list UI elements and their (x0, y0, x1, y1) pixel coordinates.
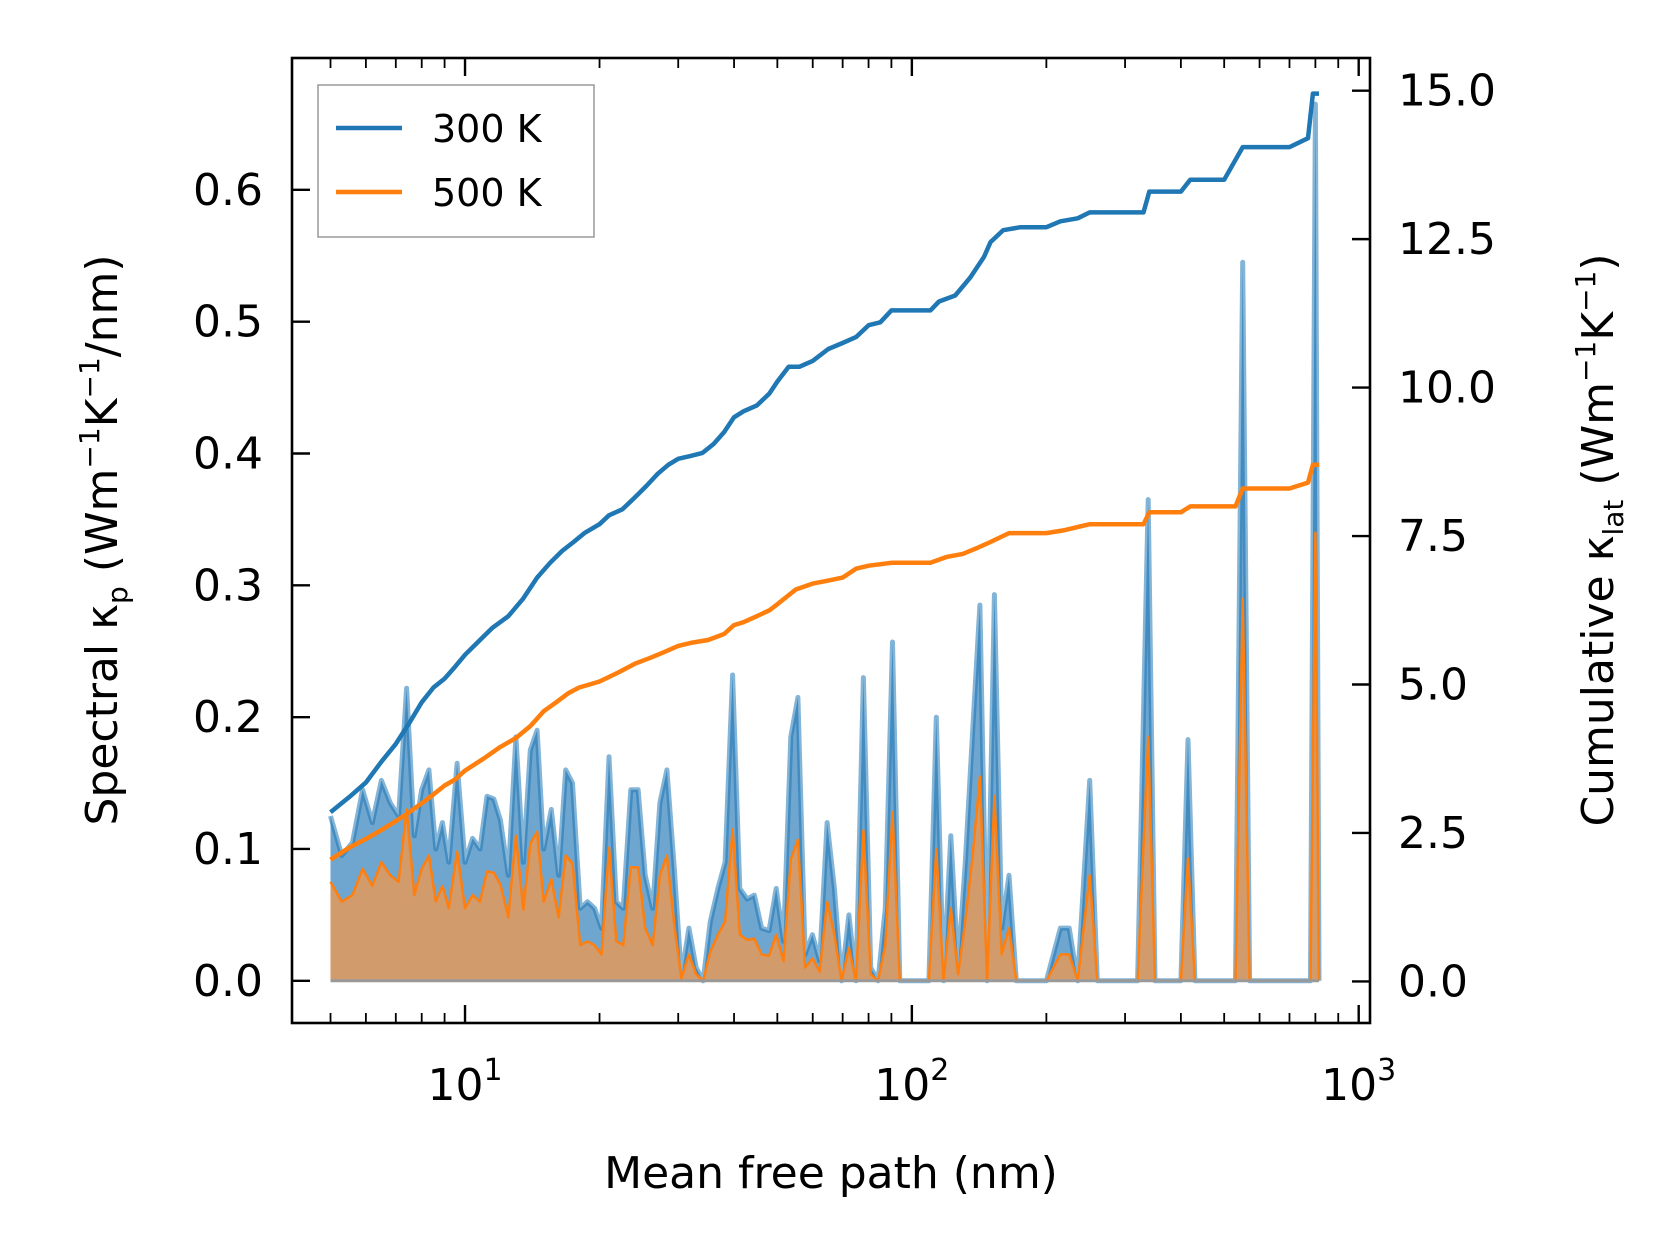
cumulative-line-300k (329, 91, 1319, 814)
legend-box (317, 84, 595, 238)
x-tick-label: 102 (874, 1053, 949, 1111)
cumulative-line-500k (329, 462, 1319, 862)
x-axis-title: Mean free path (nm) (604, 1148, 1058, 1199)
y-left-tick-label: 0.6 (193, 165, 263, 216)
spectral-area-500k (330, 532, 1319, 981)
plot-frame (290, 56, 1372, 1025)
y-right-tick-label: 7.5 (1398, 511, 1468, 562)
y-left-tick-label: 0.0 (193, 956, 263, 1007)
x-tick-label: 103 (1321, 1053, 1396, 1111)
y-left-tick-label: 0.4 (193, 428, 263, 479)
y-left-axis-title: Spectral κp (Wm−1K−1/nm) (73, 254, 134, 825)
x-tick-label: 101 (427, 1053, 502, 1111)
legend-label-500k: 500 K (432, 171, 543, 215)
y-right-axis-title: Cumulative κlat (Wm−1K−1) (1569, 253, 1630, 826)
y-right-tick-label: 2.5 (1398, 808, 1468, 859)
plot-area (328, 91, 1322, 984)
legend-label-300k: 300 K (432, 107, 543, 151)
y-left-tick-label: 0.2 (193, 692, 263, 743)
y-right-tick-label: 12.5 (1398, 214, 1496, 265)
y-right-tick-label: 0.0 (1398, 956, 1468, 1007)
legend: 300 K 500 K (317, 84, 595, 238)
y-left-tick-label: 0.5 (193, 297, 263, 348)
axes: 101 102 1030.00.10.20.30.40.50.60.02.55.07… (193, 58, 1496, 1111)
y-right-tick-label: 15.0 (1398, 66, 1496, 117)
y-right-tick-label: 10.0 (1398, 363, 1496, 414)
y-right-tick-label: 5.0 (1398, 660, 1468, 711)
y-left-tick-label: 0.3 (193, 560, 263, 611)
y-left-tick-label: 0.1 (193, 824, 263, 875)
